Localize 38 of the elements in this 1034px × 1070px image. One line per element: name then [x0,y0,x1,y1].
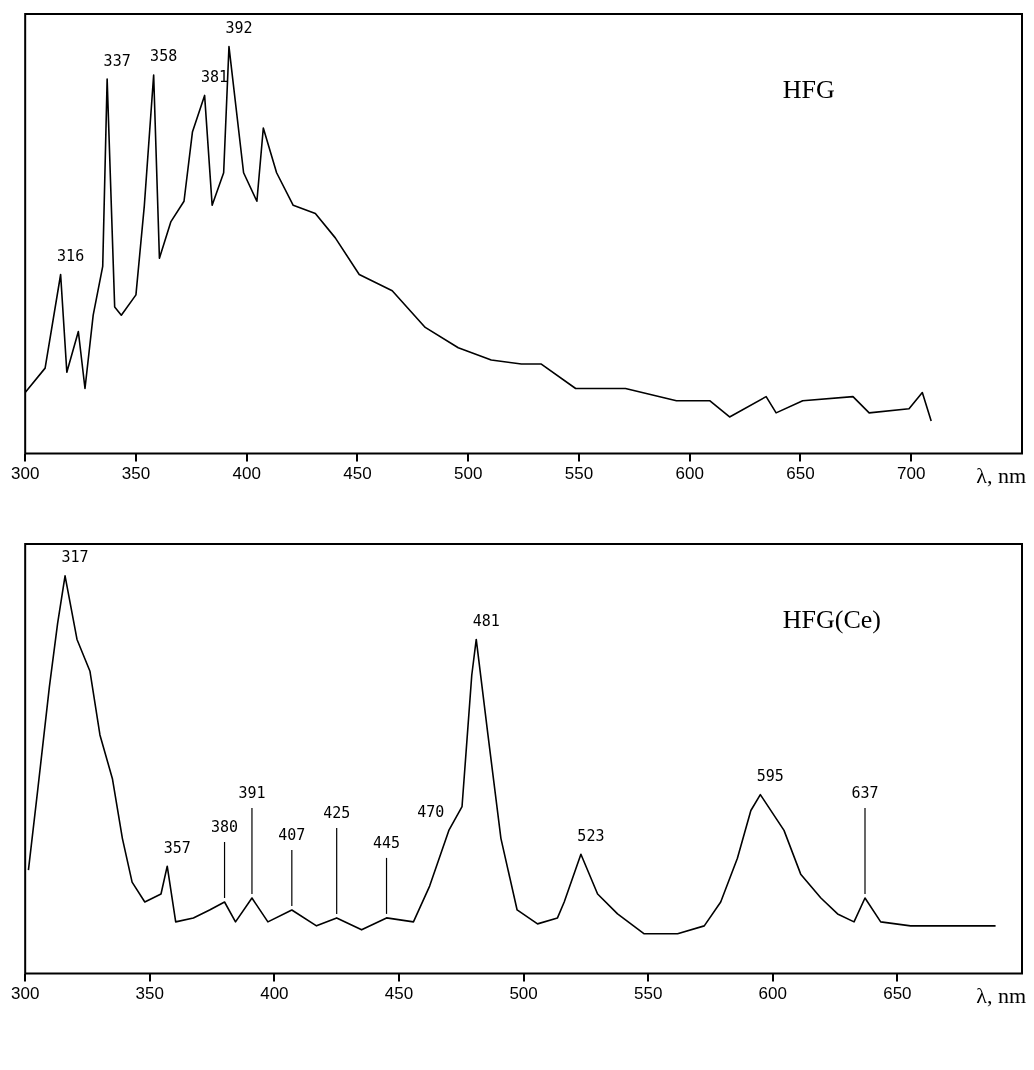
annotation: 481 [472,611,500,630]
x-tick-label: 400 [232,464,261,484]
x-tick-label: 600 [675,464,704,484]
annotation: 523 [577,826,605,845]
x-tick-label: 500 [454,464,483,484]
x-tick-label: 350 [121,464,151,484]
x-tick-label: 650 [786,464,815,484]
text: HFG [782,74,835,104]
annotation: 391 [238,784,266,803]
x-tick-label: 600 [758,984,787,1004]
x-tick-label: 550 [634,984,663,1004]
annotation: 358 [150,47,178,66]
x-tick-label: 700 [897,464,926,484]
annotation: 381 [201,67,229,86]
annotation: 445 [372,834,401,853]
x-tick-label: 550 [564,464,594,484]
x-tick-label: 300 [10,984,40,1004]
annotation: 316 [57,246,85,265]
x-tick-label: 400 [260,984,289,1004]
x-axis-title: λ, nm [976,983,1026,1008]
x-axis-title: λ, nm [976,463,1026,488]
annotation: 425 [323,804,351,823]
x-tick-label: 300 [10,464,40,484]
x-tick-label: 650 [883,984,912,1004]
x-tick-label: 500 [509,984,538,1004]
annotation: 637 [851,784,879,803]
annotation: 595 [756,766,784,785]
annotation: 407 [278,826,306,845]
x-tick-label: 450 [384,984,414,1004]
annotation: 470 [417,802,445,821]
annotation: 317 [61,548,89,567]
annotation: 337 [103,51,131,70]
annotation: 380 [211,818,239,837]
annotation: 392 [225,18,253,37]
x-tick-label: 450 [343,464,372,484]
text: HFG(Ce) [782,604,881,634]
annotation: 357 [163,838,191,857]
x-tick-label: 350 [135,984,164,1004]
